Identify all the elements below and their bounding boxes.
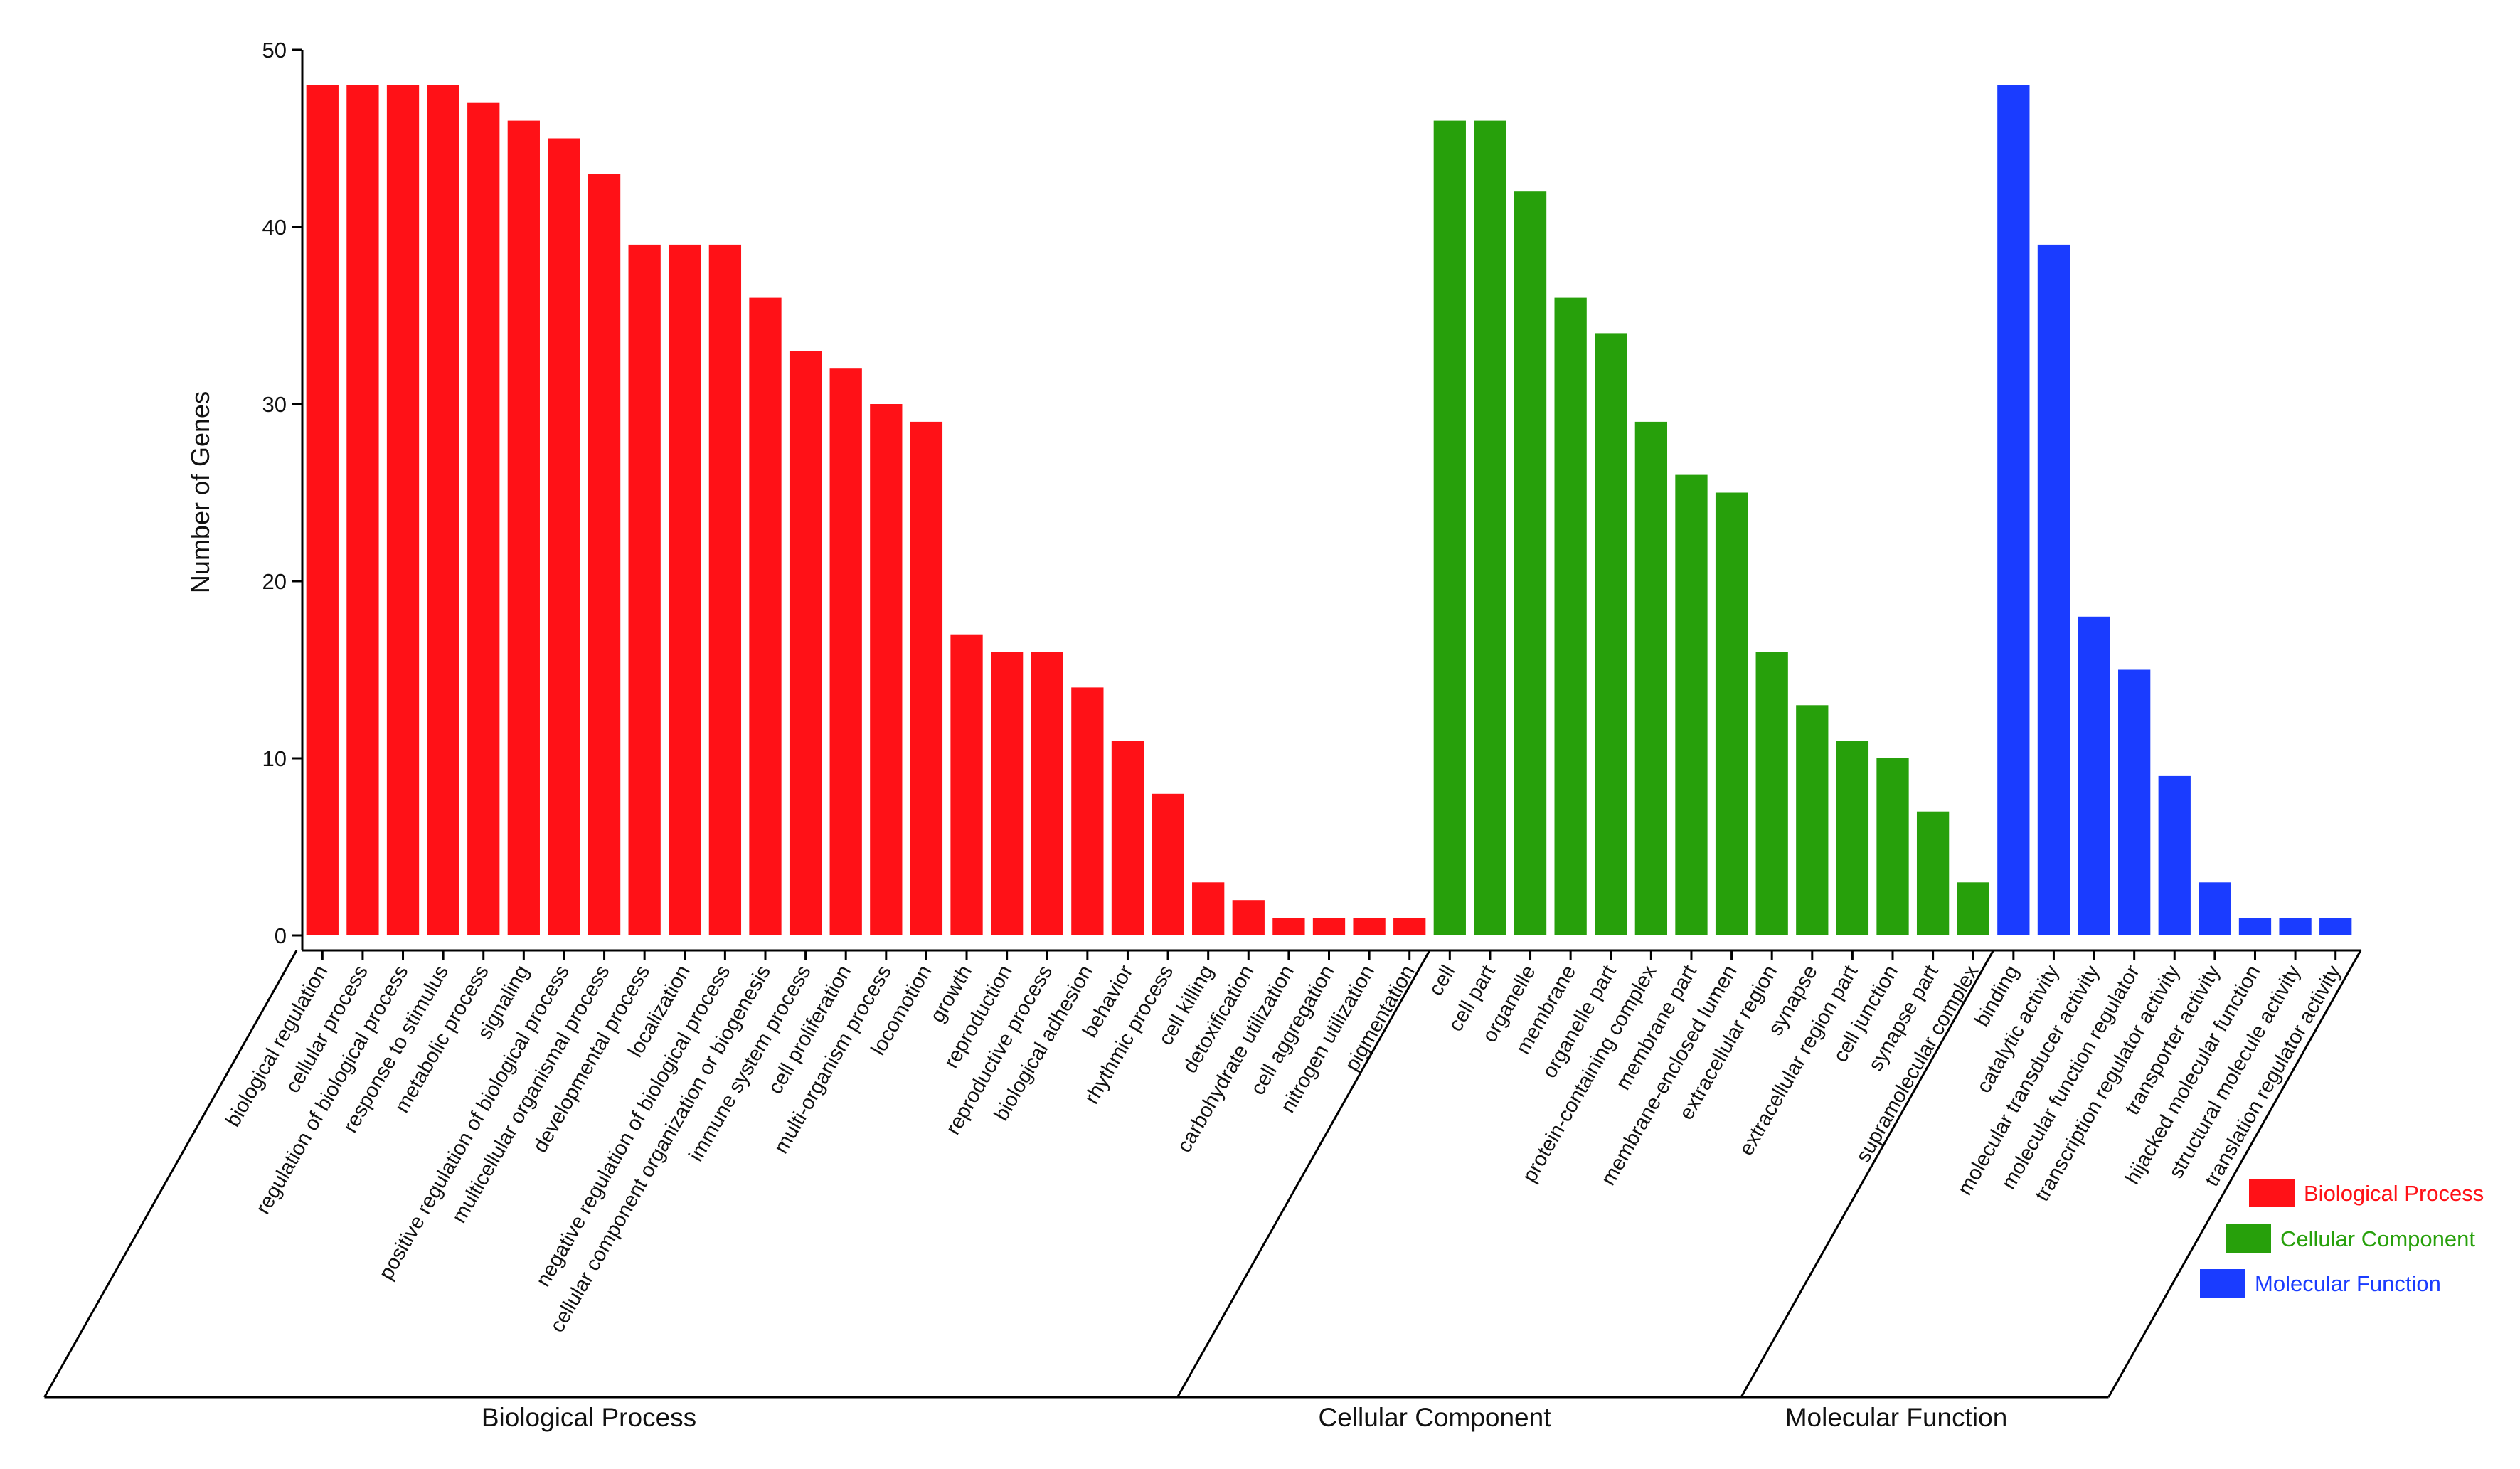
x-tick-label: cell bbox=[1425, 962, 1460, 1000]
bar-immune-system-process bbox=[789, 351, 822, 935]
y-tick-label: 10 bbox=[262, 746, 287, 771]
bar-hijacked-molecular-function bbox=[2238, 918, 2272, 935]
bar-binding bbox=[1997, 85, 2030, 935]
y-tick-label: 50 bbox=[262, 38, 287, 63]
bar-organelle-part bbox=[1595, 333, 1627, 935]
bar-carbohydrate-utilization bbox=[1272, 918, 1305, 935]
y-tick-label: 0 bbox=[275, 923, 287, 948]
bar-regulation-of-biological-process bbox=[386, 85, 420, 935]
y-tick-label: 30 bbox=[262, 392, 287, 417]
bar-biological-adhesion bbox=[1071, 687, 1104, 935]
bar-cell-part bbox=[1474, 120, 1506, 936]
bar-nitrogen-utilization bbox=[1353, 918, 1386, 935]
bar-transcription-regulator-activity bbox=[2158, 775, 2191, 935]
bar-biological-regulation bbox=[306, 85, 339, 935]
bar-extracellular-region-part bbox=[1836, 741, 1869, 935]
legend-swatch-molecular-function bbox=[2200, 1269, 2245, 1298]
legend-label-molecular-function: Molecular Function bbox=[2255, 1271, 2441, 1296]
bar-cell bbox=[1433, 120, 1466, 936]
bar-negative-regulation-of-biological-process bbox=[708, 244, 742, 935]
bar-cell-proliferation bbox=[829, 368, 862, 935]
y-axis-title: Number of Genes bbox=[186, 391, 215, 593]
bar-behavior bbox=[1111, 741, 1144, 935]
group-label-biological-process: Biological Process bbox=[482, 1403, 696, 1432]
bar-positive-regulation-of-biological-process bbox=[548, 138, 580, 935]
legend-label-biological-process: Biological Process bbox=[2304, 1181, 2484, 1206]
bar-developmental-process bbox=[628, 244, 661, 935]
bar-synapse-part bbox=[1916, 811, 1950, 935]
bar-membrane-enclosed-lumen bbox=[1715, 492, 1748, 935]
bar-growth bbox=[950, 634, 983, 935]
bar-detoxification bbox=[1232, 900, 1265, 935]
group-divider-line bbox=[2107, 950, 2362, 1398]
legend-swatch-cellular-component bbox=[2226, 1224, 2271, 1253]
bar-cellular-component-organization-or-biogenesis bbox=[749, 297, 782, 936]
bar-pigmentation bbox=[1393, 918, 1426, 935]
bar-structural-molecule-activity bbox=[2279, 918, 2312, 935]
bar-extracellular-region bbox=[1755, 652, 1788, 935]
group-divider-line bbox=[43, 950, 298, 1398]
legend-label-cellular-component: Cellular Component bbox=[2280, 1226, 2475, 1251]
bar-translation-regulator-activity bbox=[2319, 918, 2352, 935]
bar-reproduction bbox=[990, 652, 1024, 935]
group-divider-line bbox=[1176, 950, 1431, 1398]
bar-membrane bbox=[1554, 297, 1587, 936]
y-tick-label: 20 bbox=[262, 569, 287, 594]
bar-cell-killing bbox=[1192, 882, 1225, 935]
bar-cell-junction bbox=[1876, 758, 1909, 935]
legend-swatch-biological-process bbox=[2249, 1179, 2295, 1207]
group-label-cellular-component: Cellular Component bbox=[1318, 1403, 1551, 1432]
bars-layer bbox=[306, 85, 2352, 936]
bar-membrane-part bbox=[1675, 474, 1708, 935]
group-divider-line bbox=[1740, 950, 1994, 1398]
bar-multi-organism-process bbox=[870, 404, 903, 935]
bar-rhythmic-process bbox=[1152, 793, 1184, 935]
bar-transporter-activity bbox=[2199, 882, 2231, 935]
bar-catalytic-activity bbox=[2037, 244, 2070, 935]
group-label-molecular-function: Molecular Function bbox=[1785, 1403, 2008, 1432]
bar-cell-aggregation bbox=[1312, 918, 1346, 935]
bar-locomotion bbox=[910, 421, 943, 935]
legend-layer: Biological Process Cellular Component Mole… bbox=[2200, 1179, 2484, 1298]
bar-localization bbox=[669, 244, 701, 935]
bar-molecular-function-regulator bbox=[2118, 669, 2151, 935]
bar-metabolic-process bbox=[467, 102, 500, 936]
bar-response-to-stimulus bbox=[427, 85, 459, 935]
bar-reproductive-process bbox=[1031, 652, 1063, 935]
bar-supramolecular-complex bbox=[1957, 882, 1989, 935]
bar-signaling bbox=[507, 120, 540, 936]
y-tick-label: 40 bbox=[262, 215, 287, 240]
bar-synapse bbox=[1796, 705, 1829, 935]
bar-organelle bbox=[1514, 191, 1547, 936]
bar-cellular-process bbox=[346, 85, 379, 935]
bar-multicellular-organismal-process bbox=[588, 174, 621, 935]
bar-molecular-transducer-activity bbox=[2078, 616, 2110, 935]
bar-protein-containing-complex bbox=[1634, 421, 1668, 935]
